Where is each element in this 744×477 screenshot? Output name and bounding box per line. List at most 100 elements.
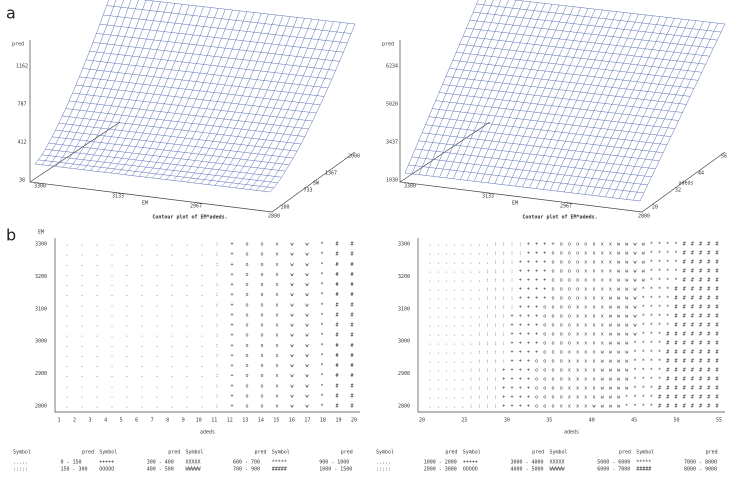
contour-symbol: o (260, 404, 263, 410)
label: 5020 (386, 102, 398, 108)
contour-symbol: . (170, 312, 173, 318)
surface-line (106, 5, 352, 34)
contour-symbol: x (576, 341, 579, 347)
contour-symbol: * (650, 242, 653, 248)
contour-symbol: # (666, 332, 669, 338)
contour-symbol: w (305, 363, 309, 369)
contour-symbol: * (666, 287, 669, 293)
label: Symbol (186, 450, 204, 456)
contour-symbol: . (185, 252, 188, 258)
contour-symbol: # (691, 386, 694, 392)
contour-symbol: + (230, 302, 233, 308)
surface-line (103, 14, 348, 44)
contour-symbol: o (560, 323, 563, 329)
contour-symbol: # (683, 404, 686, 410)
contour-symbol: : (494, 350, 497, 356)
contour-symbol: . (200, 404, 203, 410)
contour-symbol: : (502, 287, 505, 293)
contour-symbol: : (215, 272, 218, 278)
contour-symbol: + (502, 368, 505, 374)
contour-symbol: w (633, 260, 637, 266)
contour-symbol: w (609, 386, 613, 392)
contour-symbol: * (658, 269, 661, 275)
contour-symbol: : (502, 260, 505, 266)
contour-symbol: * (674, 242, 677, 248)
label: ::::: (376, 467, 391, 473)
contour-symbol: o (245, 272, 248, 278)
contour-symbol: + (527, 242, 530, 248)
contour-symbol: : (478, 395, 481, 401)
contour-symbol: * (320, 343, 323, 349)
contour-symbol: # (691, 377, 694, 383)
contour-symbol: + (527, 278, 530, 284)
label: EM (38, 230, 44, 236)
contour-symbol: # (683, 341, 686, 347)
contour-symbol: # (350, 393, 353, 399)
contour-symbol: + (510, 350, 513, 356)
axis (399, 40, 726, 213)
contour-symbol: . (437, 260, 440, 266)
label: ***** (636, 460, 651, 466)
contour-symbol: w (633, 269, 637, 275)
contour-symbol: w (625, 341, 629, 347)
contour-symbol: + (535, 296, 538, 302)
contour-symbol: + (519, 404, 522, 410)
contour-symbol: # (715, 242, 718, 248)
contour-symbol: x (275, 383, 278, 389)
contour-symbol: + (230, 282, 233, 288)
contour-symbol: o (551, 323, 554, 329)
contour-symbol: + (527, 386, 530, 392)
contour-symbol: o (560, 332, 563, 338)
contour-symbol: . (80, 252, 83, 258)
contour-symbol: + (527, 359, 530, 365)
contour-symbol: x (275, 242, 278, 248)
contour-symbol: * (650, 314, 653, 320)
contour-symbol: . (80, 363, 83, 369)
contour-symbol: . (428, 377, 431, 383)
contour-symbol: + (230, 333, 233, 339)
contour-symbol: x (584, 251, 587, 257)
surface-line (439, 92, 679, 121)
contour-symbol: o (560, 377, 563, 383)
contour-symbol: . (65, 312, 68, 318)
label: ..... (376, 460, 391, 466)
contour-symbol: * (642, 287, 645, 293)
contour-symbol: : (215, 404, 218, 410)
label: ***** (272, 460, 287, 466)
contour-symbol: . (185, 343, 188, 349)
contour-symbol: : (494, 260, 497, 266)
contour-symbol: . (437, 314, 440, 320)
contour-symbol: . (125, 262, 128, 268)
contour-symbol: # (707, 323, 710, 329)
contour-symbol: : (494, 395, 497, 401)
surface-line (249, 21, 334, 190)
contour-symbol: # (715, 359, 718, 365)
contour-symbol: x (576, 359, 579, 365)
label: 12 (227, 418, 233, 424)
label: 4 (104, 418, 107, 424)
surface-line (425, 124, 664, 153)
contour-symbol: o (535, 377, 538, 383)
contour-symbol: # (683, 251, 686, 257)
contour-symbol: : (215, 323, 218, 329)
contour-symbol: # (666, 386, 669, 392)
contour-symbol: w (625, 377, 629, 383)
contour-symbol: o (568, 287, 571, 293)
contour-symbol: . (95, 393, 98, 399)
contour-symbol: w (290, 242, 294, 248)
surface-line (408, 164, 644, 194)
contour-symbol: + (519, 323, 522, 329)
contour-symbol: . (200, 252, 203, 258)
contour-symbol: . (428, 242, 431, 248)
contour-symbol: . (445, 269, 448, 275)
contour-symbol: * (650, 287, 653, 293)
contour-symbol: * (658, 368, 661, 374)
contour-symbol: # (691, 350, 694, 356)
contour-symbol: : (215, 242, 218, 248)
contour-symbol: o (551, 332, 554, 338)
contour-symbol: . (445, 296, 448, 302)
contour-symbol: o (551, 386, 554, 392)
contour-symbol: * (658, 377, 661, 383)
contour-symbol: x (584, 269, 587, 275)
label: 40 (589, 418, 595, 424)
